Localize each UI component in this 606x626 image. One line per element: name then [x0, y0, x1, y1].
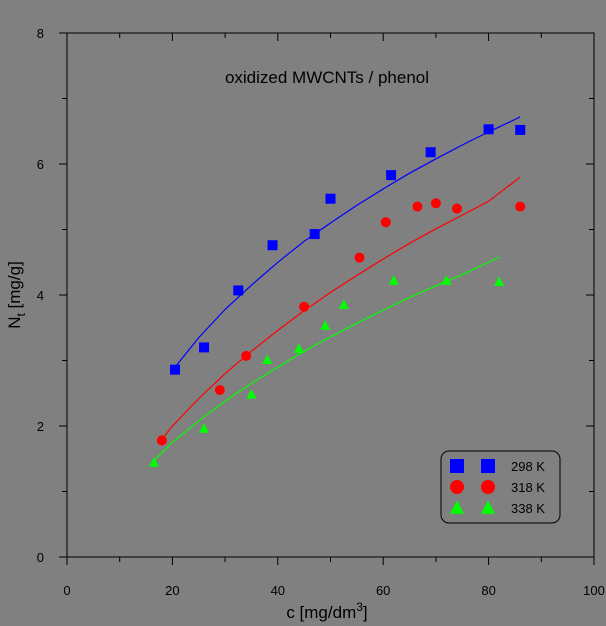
legend-marker-298-k [450, 459, 464, 473]
data-point-298-k [199, 342, 210, 353]
legend-label-338-k: 338 K [511, 501, 545, 516]
legend-label-298-k: 298 K [511, 459, 545, 474]
data-point-338-k [148, 457, 159, 467]
x-tick-label: 40 [271, 583, 285, 598]
legend-marker-338-k [481, 500, 495, 514]
fit-curve-318-k [161, 176, 521, 440]
fit-curves [153, 116, 521, 462]
x-tick-label: 0 [63, 583, 70, 598]
x-axis-label: c [mg/dm3] [286, 600, 367, 622]
data-point-298-k [233, 285, 244, 296]
data-point-318-k [380, 217, 391, 228]
legend-marker-298-k [481, 459, 495, 473]
data-point-318-k [299, 301, 310, 312]
data-point-298-k [386, 170, 397, 181]
fit-curve-338-k [153, 256, 500, 462]
legend-marker-318-k [450, 480, 464, 494]
data-point-338-k [441, 275, 452, 285]
data-point-318-k [412, 201, 423, 212]
y-tick-label: 4 [37, 288, 44, 303]
data-point-338-k [494, 276, 505, 287]
data-point-338-k [338, 299, 349, 309]
y-tick-label: 2 [37, 419, 44, 434]
data-point-298-k [325, 193, 336, 204]
data-point-338-k [262, 354, 273, 364]
data-point-338-k [293, 343, 304, 353]
data-point-318-k [156, 435, 167, 446]
tick-labels: 0 20 40 60 80 100 0 2 4 6 8 [37, 26, 605, 598]
data-point-298-k [170, 364, 181, 375]
legend-label-318-k: 318 K [511, 480, 545, 495]
fit-curve-298-k [174, 116, 521, 368]
y-tick-label: 0 [37, 550, 44, 565]
data-point-318-k [354, 252, 365, 263]
data-point-298-k [515, 124, 526, 135]
x-tick-label: 20 [165, 583, 179, 598]
x-tick-label: 100 [583, 583, 605, 598]
data-point-298-k [483, 124, 494, 135]
x-tick-label: 60 [376, 583, 390, 598]
y-axis-label: Nt [mg/g] [5, 261, 28, 329]
y-tick-label: 8 [37, 26, 44, 41]
axis-ticks [59, 32, 595, 565]
data-point-298-k [267, 240, 278, 251]
legend-marker-338-k [450, 500, 464, 514]
data-point-338-k [320, 320, 331, 330]
data-point-338-k [199, 423, 210, 433]
data-point-318-k [214, 384, 225, 395]
y-tick-label: 6 [37, 157, 44, 172]
data-point-318-k [241, 350, 252, 361]
data-point-338-k [388, 275, 399, 285]
legend-marker-318-k [481, 480, 495, 494]
legend: 298 K 318 K 338 K [440, 450, 561, 524]
data-point-338-k [246, 389, 257, 399]
data-point-298-k [309, 229, 320, 240]
data-point-318-k [451, 203, 462, 214]
data-point-298-k [425, 147, 436, 158]
data-point-318-k [430, 198, 441, 209]
legend-box [440, 450, 561, 524]
x-tick-label: 80 [481, 583, 495, 598]
chart-title: oxidized MWCNTs / phenol [225, 68, 429, 87]
data-point-318-k [515, 201, 526, 212]
data-points [148, 124, 526, 467]
